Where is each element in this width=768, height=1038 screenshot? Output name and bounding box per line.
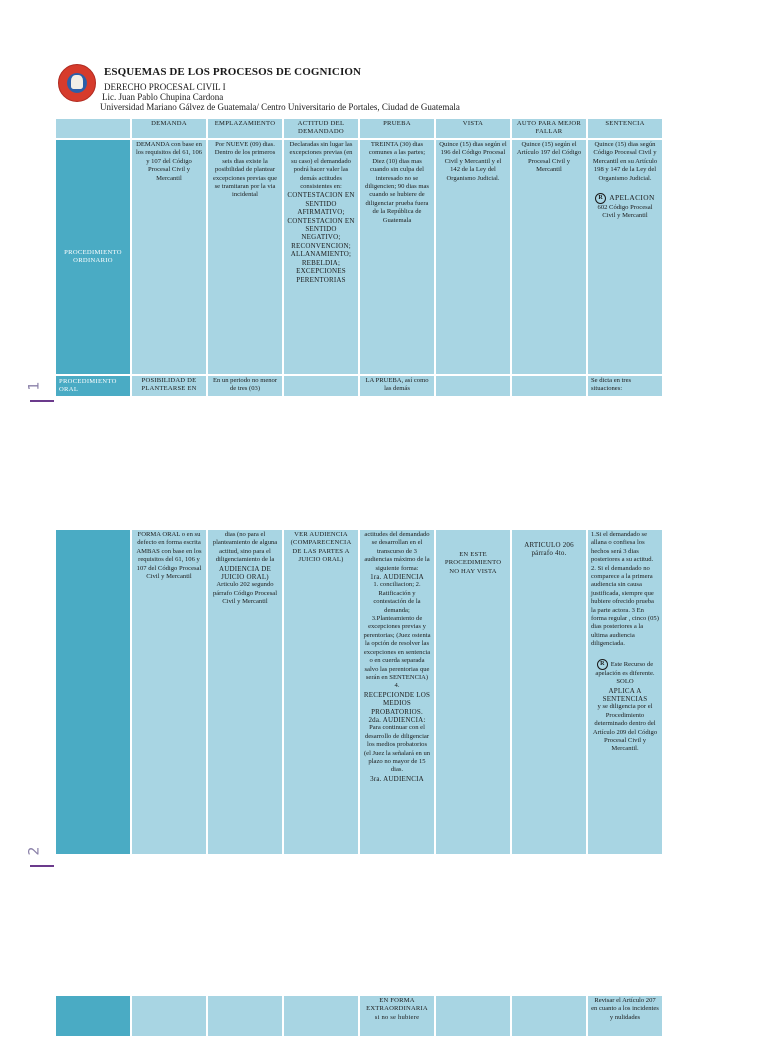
document-header: ESQUEMAS DE LOS PROCESOS DE COGNICION DE… — [58, 64, 718, 114]
emplazamiento-audiencia: AUDIENCIA DE JUICIO ORAL) — [219, 564, 271, 582]
page-number-2: 2 — [26, 846, 43, 856]
recurso-text: Este Recurso de apelación es diferente. … — [595, 660, 655, 686]
cell-prueba: LA PRUEBA, así como las demás — [360, 376, 434, 396]
apelacion-line: R APELACION — [591, 193, 659, 205]
cell-actitud — [284, 376, 358, 396]
prueba-audiencia-2-detail: Para continuar con el desarrollo de dili… — [363, 724, 431, 774]
header-actitud: ACTITUD DEL DEMANDADO — [284, 119, 358, 138]
document-title: ESQUEMAS DE LOS PROCESOS DE COGNICION — [104, 66, 362, 78]
process-table-page-3: EN FORMA EXTRAORDINARIA si no se hubiere… — [54, 994, 664, 1038]
cell-sentencia: Quince (15) dias según Código Procesal C… — [588, 140, 662, 374]
header-blank — [56, 119, 130, 138]
registered-circle-icon: R — [596, 658, 608, 670]
page-marker-line — [30, 865, 54, 867]
table-row-oral-continued: FORMA ORAL o en su defecto en forma escr… — [56, 530, 662, 854]
cell-demanda — [132, 996, 206, 1036]
recurso-block: R Este Recurso de apelación es diferente.… — [591, 658, 659, 754]
cell-vista — [436, 996, 510, 1036]
prueba-audiencia-1: 1ra. AUDIENCIA — [370, 573, 424, 582]
table-row-oral-continued: EN FORMA EXTRAORDINARIA si no se hubiere… — [56, 996, 662, 1036]
cell-demanda: POSIBILIDAD DE PLANTEARSE EN — [132, 376, 206, 396]
cell-prueba: EN FORMA EXTRAORDINARIA si no se hubiere — [360, 996, 434, 1036]
cell-vista: Quince (15) dias según el 196 del Código… — [436, 140, 510, 374]
cell-sentencia: Se dicta en tres situaciones: — [588, 376, 662, 396]
author-name: Lic. Juan Pablo Chupina Cardona — [102, 92, 224, 102]
cell-emplazamiento: Por NUEVE (09) dias. Dentro de los prime… — [208, 140, 282, 374]
header-demanda: DEMANDA — [132, 119, 206, 138]
apelacion-detail: 602 Código Procesal Civil y Mercantil — [597, 204, 653, 220]
header-auto: AUTO PARA MEJOR FALLAR — [512, 119, 586, 138]
cell-auto — [512, 376, 586, 396]
cell-actitud — [284, 996, 358, 1036]
actitud-intro: Declaradas sin lugar las excepciones pre… — [289, 141, 353, 191]
table-header-row: DEMANDA EMPLAZAMIENTO ACTITUD DEL DEMAND… — [56, 119, 662, 138]
cell-emplazamiento: En un periodo no menor de tres (03) — [208, 376, 282, 396]
page-number-1: 1 — [26, 381, 43, 391]
cell-sentencia: 1.Si el demandado se allana o confiesa l… — [588, 530, 662, 854]
row-label-blank — [56, 530, 130, 854]
cell-prueba: TREINTA (30) dias comunes a las partes; … — [360, 140, 434, 374]
prueba-audiencia-1-detail: 1. conciliacion; 2. Ratificación y conte… — [363, 581, 431, 690]
cell-actitud: Declaradas sin lugar las excepciones pre… — [284, 140, 358, 374]
cell-demanda: DEMANDA con base en los requisitos del 6… — [132, 140, 206, 374]
cell-sentencia: Revisar el Artículo 207 en cuanto a los … — [588, 996, 662, 1036]
university-seal-logo — [58, 64, 96, 102]
prueba-recepcion: RECEPCIONDE LOS MEDIOS PROBATORIOS. — [363, 690, 431, 716]
sentencia-text: 1.Si el demandado se allana o confiesa l… — [591, 531, 659, 648]
row-label-oral: PROCEDIMIENTO ORAL — [56, 376, 130, 396]
emplazamiento-articulo: Articulo 202 segundo párrafo Código Proc… — [212, 581, 278, 606]
recurso-detail: y se diligencia por el Procedimiento det… — [592, 703, 658, 753]
recurso-aplica: APLICA A SENTENCIAS — [602, 686, 648, 703]
prueba-audiencia-2: 2da. AUDIENCIA: — [368, 715, 426, 724]
header-vista: VISTA — [436, 119, 510, 138]
sentencia-text: Quince (15) dias según Código Procesal C… — [592, 141, 658, 182]
cell-auto: ARTICULO 206 párrafo 4to. — [512, 530, 586, 854]
institution-name: Universidad Mariano Gálvez de Guatemala/… — [100, 102, 460, 112]
auto-text: ARTICULO 206 párrafo 4to. — [524, 541, 574, 558]
cell-demanda: FORMA ORAL o en su defecto en forma escr… — [132, 530, 206, 854]
emplazamiento-text: dias (no para el planteamiento de alguna… — [212, 531, 278, 564]
row-label-ordinario: PROCEDIMIENTO ORDINARIO — [56, 140, 130, 374]
row-label-blank — [56, 996, 130, 1036]
process-table-page-2: FORMA ORAL o en su defecto en forma escr… — [54, 528, 664, 856]
apelacion-label: APELACION — [609, 193, 655, 203]
prueba-intro: actitudes del demandado se desarrollan e… — [364, 531, 430, 572]
cell-auto: Quince (15) según el Artículo 197 del Có… — [512, 140, 586, 374]
cell-vista — [436, 376, 510, 396]
registered-circle-icon: R — [595, 193, 607, 205]
cell-auto — [512, 996, 586, 1036]
course-name: DERECHO PROCESAL CIVIL I — [104, 82, 226, 92]
table-row-oral: PROCEDIMIENTO ORAL POSIBILIDAD DE PLANTE… — [56, 376, 662, 396]
table-row-ordinario: PROCEDIMIENTO ORDINARIO DEMANDA con base… — [56, 140, 662, 374]
page-marker-line — [30, 400, 54, 402]
header-prueba: PRUEBA — [360, 119, 434, 138]
header-emplazamiento: EMPLAZAMIENTO — [208, 119, 282, 138]
prueba-audiencia-3: 3ra. AUDIENCIA — [370, 774, 424, 783]
actitud-list: CONTESTACION EN SENTIDO AFIRMATIVO; CONT… — [287, 191, 355, 284]
cell-vista: EN ESTE PROCEDIMIENTO NO HAY VISTA — [436, 530, 510, 854]
vista-text: EN ESTE PROCEDIMIENTO NO HAY VISTA — [444, 551, 502, 575]
cell-actitud: VER AUDIENCIA (COMPARECENCIA DE LAS PART… — [284, 530, 358, 854]
cell-emplazamiento: dias (no para el planteamiento de alguna… — [208, 530, 282, 854]
cell-prueba: actitudes del demandado se desarrollan e… — [360, 530, 434, 854]
cell-emplazamiento — [208, 996, 282, 1036]
process-table-page-1: DEMANDA EMPLAZAMIENTO ACTITUD DEL DEMAND… — [54, 117, 664, 398]
header-sentencia: SENTENCIA — [588, 119, 662, 138]
